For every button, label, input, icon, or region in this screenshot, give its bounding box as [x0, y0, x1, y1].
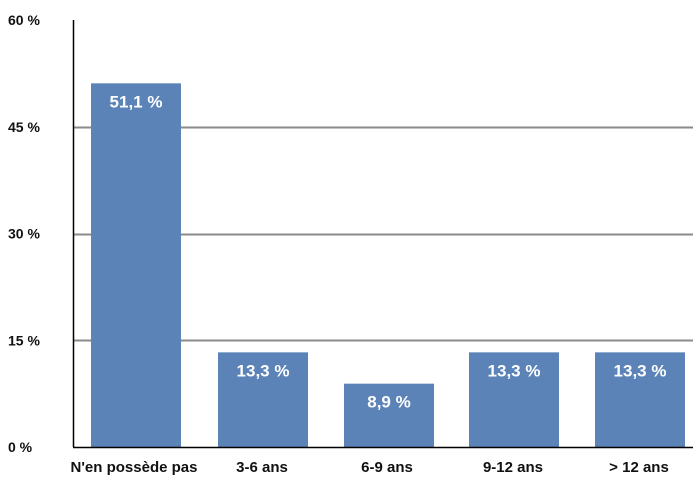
- y-tick-label-45: 45 %: [8, 119, 40, 135]
- y-tick-labels: 0 % 15 % 30 % 45 % 60 %: [8, 12, 40, 455]
- x-tick-label-5: > 12 ans: [609, 459, 669, 476]
- bar-5: [595, 352, 685, 447]
- y-tick-label-15: 15 %: [8, 332, 40, 348]
- x-tick-label-4: 9-12 ans: [483, 459, 543, 476]
- y-tick-label-0: 0 %: [8, 439, 33, 455]
- data-label-3: 8,9 %: [367, 393, 410, 412]
- y-tick-label-30: 30 %: [8, 226, 40, 242]
- x-tick-label-2: 3-6 ans: [236, 459, 288, 476]
- x-tick-label-3: 6-9 ans: [361, 459, 413, 476]
- data-label-5: 13,3 %: [614, 361, 667, 380]
- bars: [91, 83, 685, 448]
- bar-3: [344, 383, 434, 447]
- y-tick-label-60: 60 %: [8, 12, 40, 28]
- bar-4: [469, 352, 559, 447]
- x-tick-labels: N'en possède pas 3-6 ans 6-9 ans 9-12 ans > …: [71, 459, 669, 476]
- bar-1: [91, 83, 181, 448]
- data-labels: 51,1 % 13,3 % 8,9 % 13,3 % 13,3 %: [110, 92, 667, 411]
- axes: [72, 20, 693, 449]
- bar-2: [218, 352, 308, 447]
- x-tick-label-1: N'en possède pas: [71, 459, 198, 476]
- data-label-4: 13,3 %: [488, 361, 541, 380]
- data-label-2: 13,3 %: [237, 361, 290, 380]
- data-label-1: 51,1 %: [110, 92, 163, 111]
